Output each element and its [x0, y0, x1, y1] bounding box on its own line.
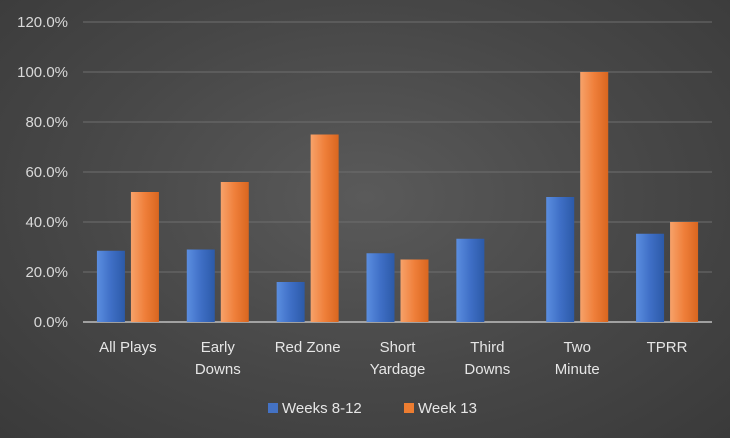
y-tick-label: 100.0% — [17, 64, 68, 81]
y-tick-label: 120.0% — [17, 14, 68, 31]
x-tick-label: TPRR — [647, 339, 688, 356]
x-tick-label: Early Downs — [195, 339, 241, 378]
bar-weeks-8-12 — [366, 253, 395, 322]
bar-week-13 — [670, 222, 699, 322]
legend-label: Weeks 8-12 — [282, 400, 362, 417]
bar-week-13 — [400, 259, 429, 322]
bar-weeks-8-12 — [546, 197, 575, 322]
y-tick-label: 40.0% — [25, 214, 68, 231]
y-tick-label: 20.0% — [25, 264, 68, 281]
bar-week-13 — [310, 134, 339, 322]
bar-weeks-8-12 — [636, 233, 665, 322]
y-tick-label: 80.0% — [25, 114, 68, 131]
bar-weeks-8-12 — [276, 282, 305, 322]
legend-swatch — [268, 403, 278, 413]
x-tick-label: All Plays — [99, 339, 157, 356]
bar-weeks-8-12 — [186, 249, 215, 322]
bar-week-13 — [220, 182, 249, 322]
legend-label: Week 13 — [418, 400, 477, 417]
x-tick-label: Two Minute — [555, 339, 600, 378]
bar-weeks-8-12 — [456, 238, 485, 322]
bar-weeks-8-12 — [96, 250, 125, 322]
y-tick-label: 60.0% — [25, 164, 68, 181]
legend-swatch — [404, 403, 414, 413]
bar-week-13 — [580, 72, 609, 322]
x-tick-label: Third Downs — [464, 339, 510, 378]
x-tick-label: Short Yardage — [370, 339, 426, 378]
x-tick-label: Red Zone — [275, 339, 341, 356]
bar-week-13 — [130, 192, 159, 322]
y-tick-label: 0.0% — [34, 314, 68, 331]
